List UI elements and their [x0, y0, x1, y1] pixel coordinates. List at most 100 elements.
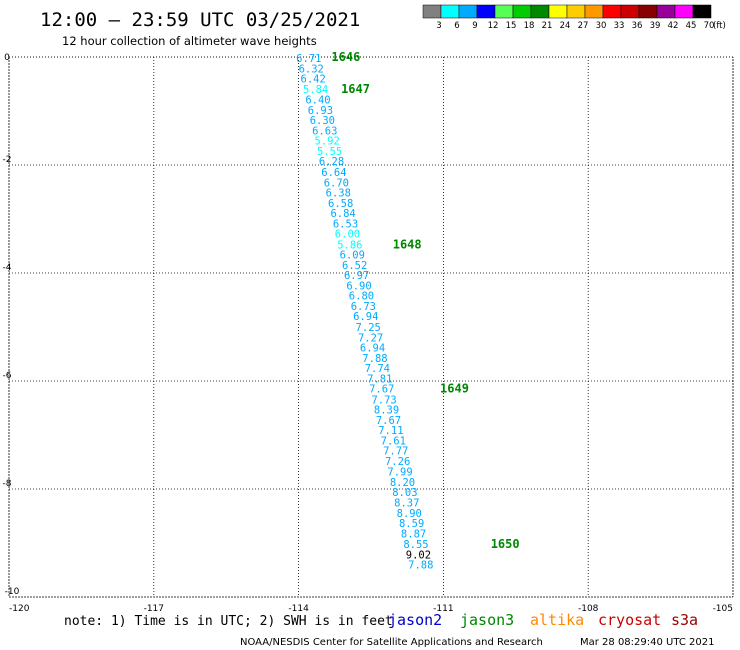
swh-value-label: 6.93	[308, 105, 333, 117]
swh-value-label: 8.59	[399, 518, 424, 530]
legend-tick-label: 27	[578, 21, 589, 31]
time-label: 1649	[440, 382, 469, 396]
chart-title: 12:00 – 23:59 UTC 03/25/2021	[40, 9, 360, 31]
legend-swatch	[548, 4, 568, 19]
x-tick-label: -108	[578, 604, 599, 614]
swh-value-label: 6.70	[324, 177, 349, 189]
legend-swatch	[620, 4, 640, 19]
swh-value-label: 8.20	[390, 477, 415, 489]
legend-tick-label: 45	[686, 21, 697, 31]
x-tick-label: -105	[713, 604, 733, 614]
y-tick-label: -2	[3, 155, 12, 165]
satellite-name: jason2	[388, 611, 442, 629]
swh-value-label: 6.73	[351, 301, 376, 313]
swh-value-label: 5.84	[303, 84, 328, 96]
swh-value-label: 8.87	[401, 528, 426, 540]
satellite-name: altika	[530, 611, 584, 629]
swh-value-label: 6.84	[330, 208, 355, 220]
time-label: 1648	[393, 237, 422, 251]
swh-value-label: 6.90	[346, 280, 371, 292]
swh-value-label: 9.02	[406, 549, 431, 561]
legend-tick-label: 9	[472, 21, 477, 31]
swh-value-label: 6.40	[305, 95, 330, 107]
legend-swatch	[566, 4, 586, 19]
legend-tick-label: 12	[488, 21, 499, 31]
legend-tick-label: 30	[596, 21, 607, 31]
legend-swatch	[494, 4, 514, 19]
satellite-name: s3a	[671, 611, 698, 629]
legend-tick-label: 3	[436, 21, 441, 31]
time-label: 1650	[491, 537, 520, 551]
legend-tick-label: 21	[542, 21, 553, 31]
legend-swatch	[422, 4, 442, 19]
swh-value-label: 6.09	[340, 250, 365, 262]
swh-value-label: 7.67	[369, 384, 394, 396]
x-tick-label: -117	[144, 604, 164, 614]
x-tick-label: -111	[433, 604, 453, 614]
axis-ticks: -120 -117 -114 -111 -108 -105 0 -2 -4 -6 -8 -10	[3, 53, 733, 614]
y-tick-label: -8	[3, 479, 12, 489]
swh-value-label: 7.88	[362, 353, 387, 365]
satellite-legend: jason2 jason3 altika cryosat s3a	[388, 611, 698, 629]
satellite-track: 6.716.326.425.846.406.936.306.635.925.55…	[296, 53, 433, 572]
swh-value-label: 6.58	[328, 198, 353, 210]
legend-swatch	[674, 4, 694, 19]
legend-swatch	[458, 4, 478, 19]
color-legend: 3 6 9 12 15 18 21 24 27 30 33 36 39 42 45 70(ft)	[422, 4, 726, 31]
satellite-name: cryosat	[598, 611, 661, 629]
legend-swatch	[638, 4, 658, 19]
swh-value-label: 7.99	[387, 467, 412, 479]
legend-tick-label: 18	[524, 21, 535, 31]
legend-swatch	[584, 4, 604, 19]
swh-value-label: 6.53	[333, 218, 358, 230]
y-tick-label: 0	[4, 53, 10, 63]
swh-value-label: 6.97	[344, 270, 369, 282]
swh-value-label: 6.71	[296, 53, 321, 65]
legend-unit: (ft)	[713, 21, 726, 31]
swh-value-label: 7.67	[376, 415, 401, 427]
y-tick-label: -6	[3, 371, 12, 381]
swh-value-label: 7.73	[371, 394, 396, 406]
swh-value-label: 8.37	[394, 498, 419, 510]
legend-tick-label: 15	[506, 21, 517, 31]
swh-value-label: 6.30	[310, 115, 335, 127]
legend-tick-label: 6	[454, 21, 459, 31]
legend-tick-label: 70	[704, 21, 715, 31]
swh-value-label: 8.55	[403, 539, 428, 551]
swh-value-label: 6.00	[335, 229, 360, 241]
credit-line: NOAA/NESDIS Center for Satellite Applica…	[240, 637, 543, 648]
legend-tick-label: 36	[632, 21, 643, 31]
legend-swatch	[476, 4, 496, 19]
chart-subtitle: 12 hour collection of altimeter wave hei…	[62, 34, 317, 48]
swh-value-label: 7.25	[356, 322, 381, 334]
swh-value-label: 6.80	[349, 291, 374, 303]
swh-value-label: 6.38	[326, 188, 351, 200]
swh-value-label: 6.94	[360, 343, 385, 355]
legend-swatch	[530, 4, 550, 19]
x-tick-label: -120	[9, 604, 30, 614]
y-tick-label: -4	[3, 263, 12, 273]
timestamp: Mar 28 08:29:40 UTC 2021	[580, 637, 715, 648]
swh-value-label: 5.55	[317, 146, 342, 158]
time-label: 1647	[341, 82, 370, 96]
legend-tick-label: 42	[668, 21, 679, 31]
swh-value-label: 8.90	[397, 508, 422, 520]
y-tick-label: -10	[5, 587, 20, 597]
swh-value-label: 7.27	[358, 332, 383, 344]
swh-value-label: 6.28	[319, 156, 344, 168]
legend-tick-label: 39	[650, 21, 661, 31]
swh-value-label: 7.88	[408, 560, 433, 572]
swh-value-label: 6.52	[342, 260, 367, 272]
legend-swatch	[656, 4, 676, 19]
swh-value-label: 5.92	[315, 136, 340, 148]
satellite-name: jason3	[460, 611, 514, 629]
x-tick-label: -114	[288, 604, 309, 614]
swh-value-label: 7.26	[385, 456, 410, 468]
footer-note: note: 1) Time is in UTC; 2) SWH is in fe…	[64, 614, 393, 629]
swh-value-label: 7.74	[365, 363, 390, 375]
grid	[8, 56, 734, 598]
swh-value-label: 7.77	[383, 446, 408, 458]
swh-value-label: 8.39	[374, 405, 399, 417]
swh-value-label: 7.81	[367, 373, 392, 385]
